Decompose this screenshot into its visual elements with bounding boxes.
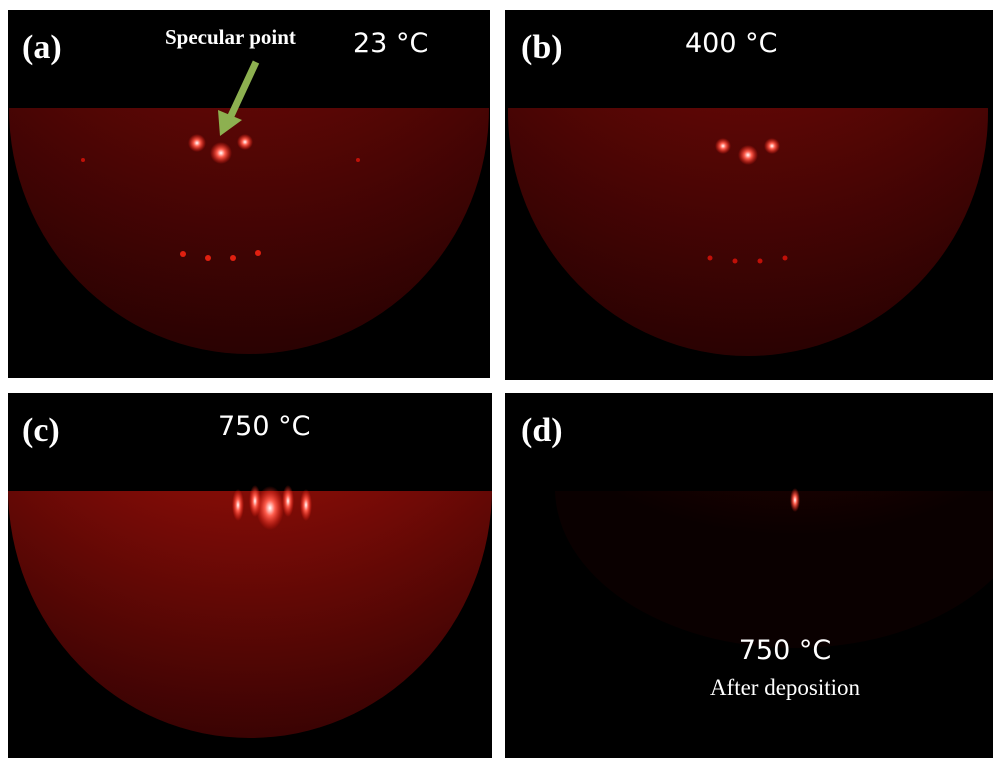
panel-label: (a) [22,29,62,66]
panel-b: (b) 400 °C [505,10,993,380]
arrow-shaft [226,60,260,120]
temperature: 750 °C [218,411,310,442]
diffraction-glow [8,491,492,738]
panel-d: (d) 750 °C After deposition [505,393,993,758]
panel-label: (d) [521,412,563,449]
temperature: 750 °C [739,635,831,666]
panel-label: (c) [22,412,60,449]
temperature: 400 °C [685,28,777,59]
arrow-head [218,110,242,136]
annotation: Specular point [165,25,296,49]
panel-a: (a) 23 °C Specular point [8,10,490,378]
diffraction-spot [790,488,800,512]
panel-label: (b) [521,29,563,66]
diffraction-glow [555,491,993,648]
panel-c: (c) 750 °C [8,393,492,758]
diffraction-glow [9,108,489,354]
diffraction-glow [508,108,988,356]
diffraction-spots [707,138,788,264]
diffraction-spots [81,134,360,261]
temperature: 23 °C [353,28,428,59]
note: After deposition [710,675,861,700]
diffraction-spots [232,485,312,530]
